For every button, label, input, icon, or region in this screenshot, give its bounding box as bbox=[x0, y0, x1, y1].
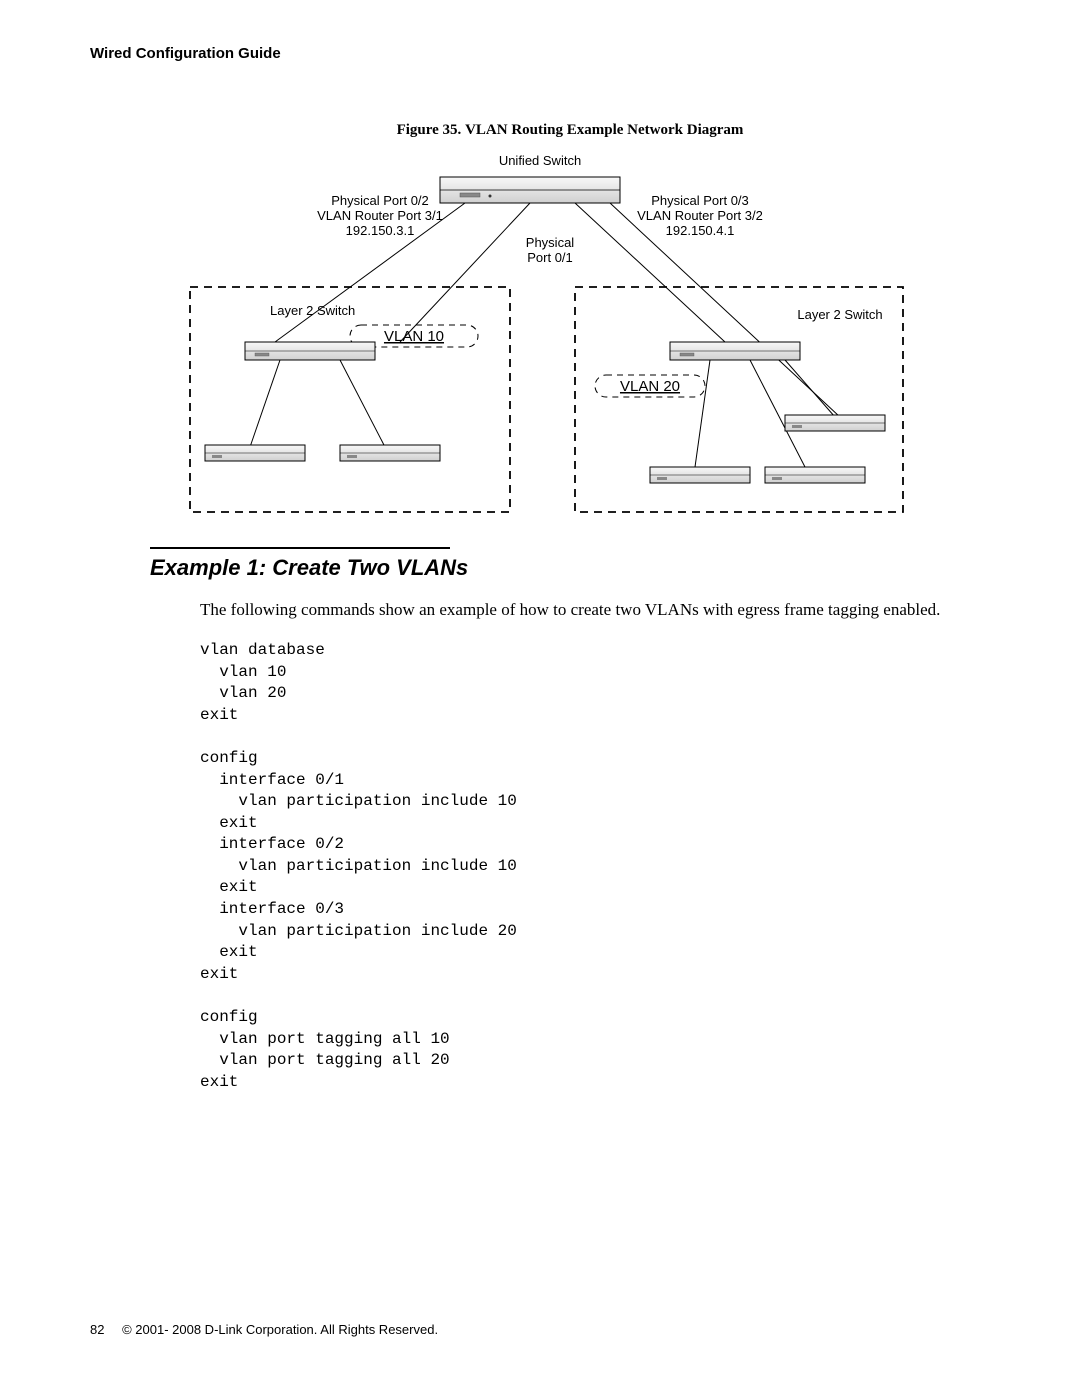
svg-text:VLAN Router Port 3/1: VLAN Router Port 3/1 bbox=[317, 208, 443, 223]
device-icon bbox=[765, 467, 865, 483]
svg-text:192.150.4.1: 192.150.4.1 bbox=[666, 223, 735, 238]
layer2-switch-right-icon bbox=[670, 342, 800, 360]
device-icon bbox=[785, 415, 885, 431]
network-diagram: Unified Switch Physical Port 0/2 VLAN Ro… bbox=[170, 147, 910, 527]
link-line bbox=[785, 360, 835, 417]
device-icon bbox=[205, 445, 305, 461]
svg-text:VLAN 10: VLAN 10 bbox=[384, 328, 444, 345]
section-divider bbox=[150, 547, 450, 549]
code-block: vlan database vlan 10 vlan 20 exit confi… bbox=[200, 640, 990, 1093]
link-line bbox=[340, 360, 385, 447]
layer2-switch-left-label: Layer 2 Switch bbox=[270, 303, 355, 318]
figure-caption: Figure 35. VLAN Routing Example Network … bbox=[150, 122, 990, 139]
physical-port-01-label: Physical Port 0/1 bbox=[526, 235, 575, 265]
layer2-switch-right-label: Layer 2 Switch bbox=[797, 307, 882, 322]
vlan10-box bbox=[190, 287, 510, 512]
link-line bbox=[695, 360, 710, 467]
figure-number: Figure 35. bbox=[397, 122, 462, 138]
svg-text:Physical Port 0/2: Physical Port 0/2 bbox=[331, 193, 429, 208]
figure-title: VLAN Routing Example Network Diagram bbox=[465, 122, 743, 138]
svg-text:Physical Port 0/3: Physical Port 0/3 bbox=[651, 193, 749, 208]
svg-text:Port 0/1: Port 0/1 bbox=[527, 250, 573, 265]
svg-text:VLAN 20: VLAN 20 bbox=[620, 378, 680, 395]
left-port-label: Physical Port 0/2 VLAN Router Port 3/1 1… bbox=[317, 193, 443, 238]
unified-switch-icon bbox=[440, 177, 620, 203]
svg-text:VLAN Router Port 3/2: VLAN Router Port 3/2 bbox=[637, 208, 763, 223]
page-header: Wired Configuration Guide bbox=[90, 45, 990, 62]
section-title: Example 1: Create Two VLANs bbox=[150, 555, 990, 581]
layer2-switch-left-icon bbox=[245, 342, 375, 360]
link-line bbox=[750, 360, 805, 467]
svg-text:Physical: Physical bbox=[526, 235, 575, 250]
page: Wired Configuration Guide Figure 35. VLA… bbox=[0, 0, 1080, 1397]
copyright: © 2001- 2008 D-Link Corporation. All Rig… bbox=[122, 1322, 438, 1337]
device-icon bbox=[650, 467, 750, 483]
right-port-label: Physical Port 0/3 VLAN Router Port 3/2 1… bbox=[637, 193, 763, 238]
unified-switch-label: Unified Switch bbox=[499, 153, 581, 168]
svg-text:192.150.3.1: 192.150.3.1 bbox=[346, 223, 415, 238]
page-number: 82 bbox=[90, 1322, 104, 1337]
section-paragraph: The following commands show an example o… bbox=[200, 599, 950, 622]
device-icon bbox=[340, 445, 440, 461]
link-line bbox=[250, 360, 280, 447]
page-footer: 82 © 2001- 2008 D-Link Corporation. All … bbox=[90, 1322, 438, 1337]
vlan20-label: VLAN 20 bbox=[595, 375, 705, 397]
